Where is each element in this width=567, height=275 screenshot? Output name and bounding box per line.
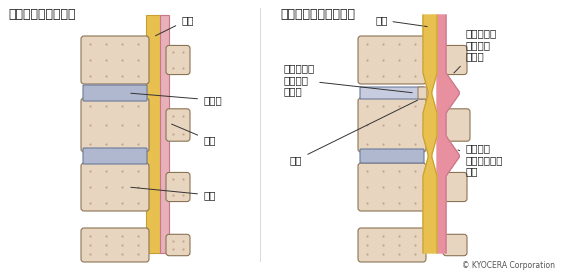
FancyBboxPatch shape [443,109,470,141]
FancyBboxPatch shape [166,172,190,202]
FancyBboxPatch shape [360,149,424,163]
Text: 重度に変性
している
椎間板: 重度に変性 している 椎間板 [454,28,496,73]
Text: 椎間板: 椎間板 [131,93,222,105]
FancyBboxPatch shape [81,228,149,262]
FancyBboxPatch shape [83,85,147,101]
FancyBboxPatch shape [358,228,426,262]
Text: 骨棘: 骨棘 [290,100,417,165]
FancyBboxPatch shape [360,87,424,99]
FancyBboxPatch shape [358,163,426,211]
FancyBboxPatch shape [166,45,190,75]
FancyBboxPatch shape [166,234,190,256]
Text: 肥大して
分厚くなった
靭帯: 肥大して 分厚くなった 靭帯 [458,143,502,177]
FancyBboxPatch shape [443,234,467,256]
Text: 正常な脊椎の断面図: 正常な脊椎の断面図 [8,8,75,21]
Text: 軽度に変性
している
椎間板: 軽度に変性 している 椎間板 [283,64,412,97]
FancyBboxPatch shape [418,87,427,99]
FancyBboxPatch shape [358,98,426,152]
FancyBboxPatch shape [443,172,467,202]
FancyBboxPatch shape [81,163,149,211]
Bar [5,7,260,255]
Text: 靭帯: 靭帯 [172,124,215,145]
FancyBboxPatch shape [443,45,467,75]
Polygon shape [423,15,437,253]
FancyBboxPatch shape [81,98,149,152]
FancyBboxPatch shape [81,36,149,84]
Bar [146,15,160,253]
Text: 椎体: 椎体 [131,187,215,200]
FancyBboxPatch shape [166,109,190,141]
Bar [160,15,169,253]
Text: 脊柱管狭窄症の断面図: 脊柱管狭窄症の断面図 [280,8,355,21]
Text: 脊髄: 脊髄 [375,15,428,27]
FancyBboxPatch shape [358,36,426,84]
Text: © KYOCERA Corporation: © KYOCERA Corporation [462,261,555,270]
Text: 脊髄: 脊髄 [155,15,193,36]
FancyBboxPatch shape [83,148,147,164]
Polygon shape [437,15,459,253]
